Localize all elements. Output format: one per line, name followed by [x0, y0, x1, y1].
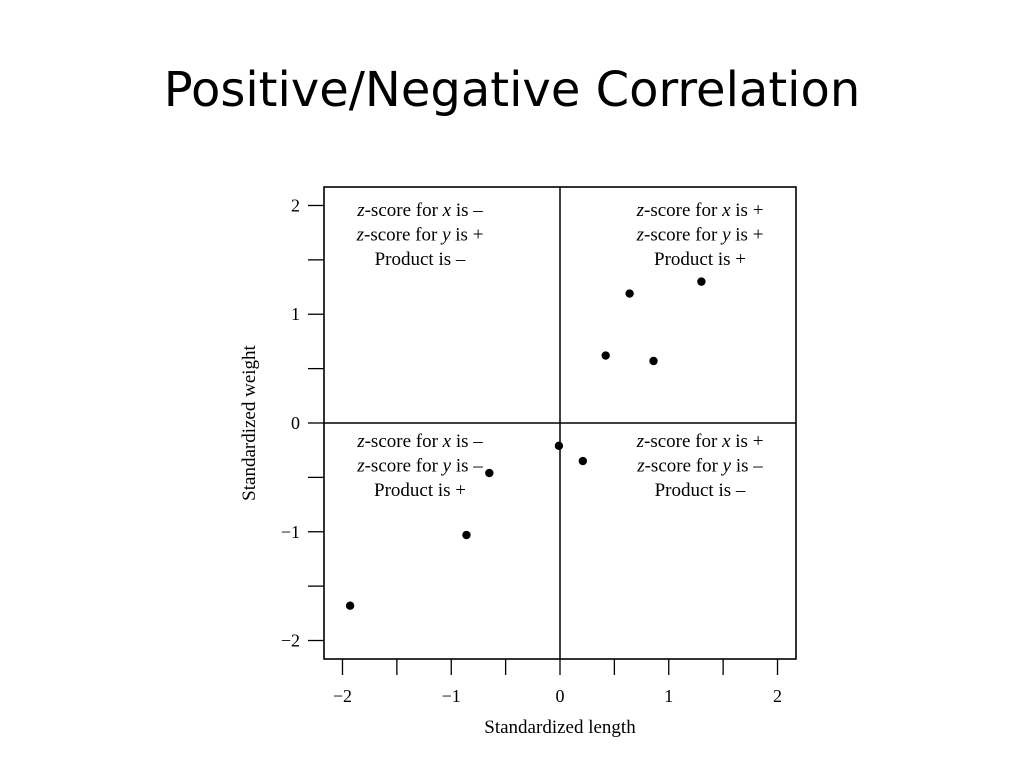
quadrant-annotation-bottom-left: Product is +: [374, 480, 466, 501]
data-point: [345, 601, 355, 610]
y-tick-label: 1: [291, 304, 300, 324]
x-tick-label: 1: [664, 686, 673, 706]
data-point: [625, 289, 634, 298]
data-point: [554, 441, 564, 451]
y-tick-label: 0: [291, 413, 300, 433]
x-axis-tick-labels: −2 −1 0 1 2: [333, 686, 782, 706]
y-axis-tick-labels: −2 −1 0 1 2: [281, 195, 300, 650]
quadrant-annotation-bottom-left: z-score for y is –: [356, 456, 483, 477]
x-tick-label: 0: [556, 686, 565, 706]
quadrant-annotation-top-right: z-score for y is +: [636, 225, 764, 246]
quadrant-annotation-top-right: Product is +: [654, 249, 746, 270]
reference-lines: [324, 187, 796, 659]
y-tick-label: 2: [291, 195, 300, 215]
quadrant-annotation-top-left: Product is –: [375, 249, 466, 270]
data-points: [345, 277, 706, 610]
x-tick-label: −2: [333, 686, 352, 706]
quadrant-annotations: z-score for x is – z-score for y is + Prod…: [356, 200, 764, 501]
data-point: [462, 530, 471, 540]
quadrant-annotation-bottom-left: z-score for x is –: [356, 431, 483, 452]
data-point: [601, 351, 610, 360]
x-tick-label: 2: [773, 686, 782, 706]
data-point: [578, 456, 588, 466]
y-tick-label: −2: [281, 631, 300, 651]
x-tick-label: −1: [442, 686, 461, 706]
data-point: [485, 468, 494, 478]
quadrant-annotation-top-left: z-score for y is +: [356, 225, 484, 246]
slide-title: Positive/Negative Correlation: [163, 62, 861, 118]
quadrant-annotation-bottom-right: Product is –: [655, 480, 746, 501]
y-axis-label: Standardized weight: [239, 344, 260, 500]
x-axis-ticks: [341, 659, 779, 675]
data-point: [697, 277, 706, 286]
data-point: [649, 356, 658, 366]
quadrant-annotation-top-left: z-score for x is –: [356, 200, 483, 221]
y-tick-label: −1: [281, 522, 300, 542]
quadrant-annotation-bottom-right: z-score for y is –: [636, 456, 763, 477]
y-axis-ticks: [308, 204, 324, 642]
quadrant-annotation-bottom-right: z-score for x is +: [636, 431, 764, 452]
quadrant-annotation-top-right: z-score for x is +: [636, 200, 764, 221]
x-axis-label: Standardized length: [484, 717, 636, 738]
